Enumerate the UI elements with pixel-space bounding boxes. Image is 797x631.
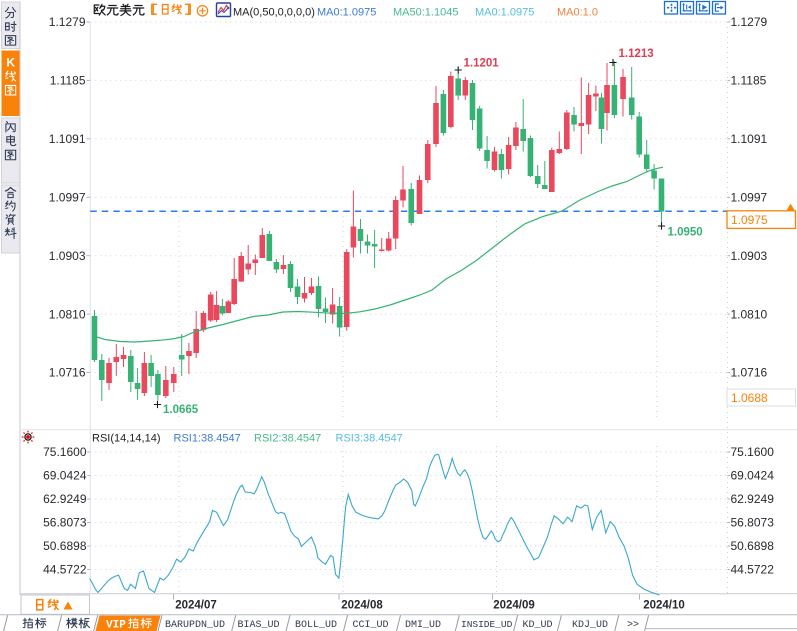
svg-text:1.1091: 1.1091	[49, 132, 86, 146]
svg-text:75.1600: 75.1600	[731, 445, 775, 459]
svg-text:RSI1:38.4547: RSI1:38.4547	[174, 433, 241, 445]
svg-text:1.0950: 1.0950	[668, 227, 703, 239]
svg-text:50.6898: 50.6898	[731, 539, 775, 553]
svg-text:KD_UD: KD_UD	[523, 620, 553, 631]
svg-text:CCI_UD: CCI_UD	[353, 620, 389, 631]
svg-text:1.0665: 1.0665	[163, 404, 199, 416]
svg-text:1.0810: 1.0810	[731, 307, 768, 321]
svg-text:1.1185: 1.1185	[50, 74, 86, 88]
svg-text:RSI2:38.4547: RSI2:38.4547	[254, 433, 321, 445]
svg-text:1.1185: 1.1185	[731, 74, 767, 88]
svg-text:RSI3:38.4547: RSI3:38.4547	[336, 433, 403, 445]
svg-text:>>: >>	[627, 620, 639, 631]
svg-text:1.1213: 1.1213	[619, 48, 654, 60]
svg-text:BARUPDN_UD: BARUPDN_UD	[165, 620, 225, 631]
svg-text:MA0:1.0: MA0:1.0	[557, 7, 598, 19]
svg-text:50.6898: 50.6898	[43, 539, 87, 553]
svg-text:62.9249: 62.9249	[731, 492, 775, 506]
svg-text:44.5722: 44.5722	[43, 563, 87, 577]
svg-text:K: K	[6, 56, 15, 70]
svg-text:1.0716: 1.0716	[49, 366, 86, 380]
svg-text:2024/09: 2024/09	[493, 600, 535, 612]
svg-text:MA50:1.1045: MA50:1.1045	[393, 7, 458, 19]
svg-text:1.1201: 1.1201	[464, 58, 500, 70]
svg-text:56.8073: 56.8073	[731, 516, 775, 530]
svg-text:69.0424: 69.0424	[731, 469, 775, 483]
svg-text:1.1091: 1.1091	[731, 132, 768, 146]
svg-text:56.8073: 56.8073	[43, 516, 87, 530]
svg-text:MA(0,50,0,0,0,0): MA(0,50,0,0,0,0)	[233, 7, 315, 19]
svg-text:INSIDE_UD: INSIDE_UD	[461, 619, 513, 630]
svg-text:RSI(14,14,14): RSI(14,14,14)	[92, 433, 160, 445]
svg-text:1.0716: 1.0716	[731, 366, 768, 380]
svg-text:2024/08: 2024/08	[341, 600, 383, 612]
svg-text:69.0424: 69.0424	[43, 469, 87, 483]
svg-text:1.0688: 1.0688	[731, 391, 768, 405]
svg-text:1.0903: 1.0903	[731, 249, 768, 263]
svg-text:KDJ_UD: KDJ_UD	[572, 620, 608, 631]
svg-text:75.1600: 75.1600	[43, 445, 87, 459]
svg-text:DMI_UD: DMI_UD	[405, 620, 441, 631]
svg-text:1.0997: 1.0997	[49, 191, 86, 205]
svg-text:BIAS_UD: BIAS_UD	[238, 620, 280, 631]
svg-text:MA0:1.0975: MA0:1.0975	[475, 7, 534, 19]
svg-text:1.0975: 1.0975	[731, 213, 768, 227]
svg-text:1.1279: 1.1279	[731, 15, 768, 29]
svg-text:1.0997: 1.0997	[731, 191, 768, 205]
svg-text:62.9249: 62.9249	[43, 492, 87, 506]
svg-text:2024/07: 2024/07	[175, 600, 217, 612]
svg-text:44.5722: 44.5722	[731, 563, 775, 577]
svg-text:MA0:1.0975: MA0:1.0975	[317, 7, 376, 19]
svg-text:BOLL_UD: BOLL_UD	[295, 620, 337, 631]
svg-text:1.0810: 1.0810	[49, 307, 86, 321]
svg-text:2024/10: 2024/10	[643, 600, 685, 612]
svg-text:VIP: VIP	[106, 620, 126, 631]
svg-text:1.1279: 1.1279	[49, 15, 86, 29]
svg-text:1.0903: 1.0903	[49, 249, 86, 263]
